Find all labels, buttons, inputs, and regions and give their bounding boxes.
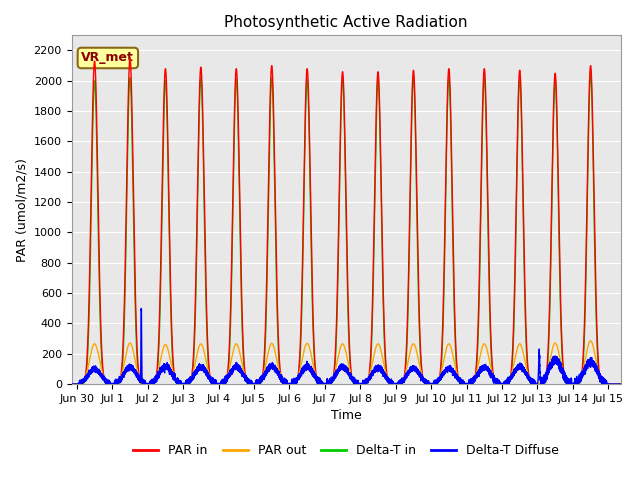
Legend: PAR in, PAR out, Delta-T in, Delta-T Diffuse: PAR in, PAR out, Delta-T in, Delta-T Dif… (128, 439, 564, 462)
Title: Photosynthetic Active Radiation: Photosynthetic Active Radiation (225, 15, 468, 30)
Text: VR_met: VR_met (81, 51, 134, 64)
Y-axis label: PAR (umol/m2/s): PAR (umol/m2/s) (15, 158, 28, 262)
X-axis label: Time: Time (331, 409, 362, 422)
